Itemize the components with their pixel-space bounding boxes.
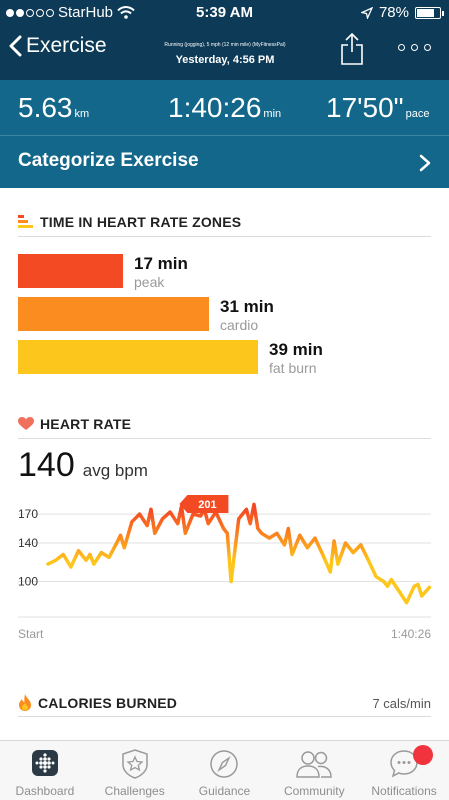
carrier-name: StarHub (58, 4, 114, 21)
zone-name: peak (134, 274, 165, 290)
back-button[interactable]: Exercise (8, 34, 107, 58)
calories-header: CALORIES BURNED (18, 694, 177, 711)
compass-icon (210, 750, 239, 778)
exercise-date: Yesterday, 4:56 PM (175, 54, 275, 66)
avg-heart-rate-label: avg bpm (82, 461, 148, 480)
carrier-indicator: StarHub (6, 4, 135, 21)
challenges-icon (121, 749, 148, 779)
tab-guidance[interactable]: Guidance (180, 741, 270, 800)
zone-name: fat burn (269, 360, 317, 376)
zone-bar-peak (18, 254, 123, 288)
zone-minutes: 31 min (220, 297, 274, 316)
location-arrow-icon (360, 6, 373, 19)
zone-label-peak: 17 min peak (134, 255, 188, 289)
app-header: StarHub 5:39 AM 78% Exercise Running (jo… (0, 0, 449, 80)
tab-challenges-label: Challenges (104, 784, 165, 798)
pace-stat: 17'50" pace (326, 92, 429, 124)
heart-rate-chart[interactable]: 100 140 170 201 (0, 490, 449, 620)
avg-heart-rate-value: 140 (18, 446, 75, 484)
zones-icon (18, 215, 33, 228)
zone-label-fat-burn: 39 min fat burn (269, 341, 323, 375)
battery-icon (415, 6, 444, 19)
heart-rate-line (46, 502, 432, 605)
zones-divider (18, 236, 431, 237)
chart-start-label: Start (18, 627, 44, 641)
categorize-exercise-button[interactable]: Categorize Exercise (18, 150, 199, 171)
y-tick-140: 140 (18, 536, 38, 550)
battery-percent: 78% (378, 4, 409, 21)
nav-title: Running (jogging), 5 mph (12 min mile) (… (145, 42, 305, 66)
tab-community-label: Community (283, 784, 345, 798)
pace-value: 17'50" (326, 92, 404, 123)
tab-community[interactable]: Community (269, 741, 359, 800)
stats-divider (0, 135, 449, 136)
exercise-description: Running (jogging), 5 mph (12 min mile) (… (164, 42, 286, 48)
notification-badge (413, 745, 433, 765)
y-tick-100: 100 (18, 574, 38, 588)
avg-heart-rate: 140 avg bpm (18, 446, 148, 485)
duration-unit: min (263, 108, 282, 120)
zones-header: TIME IN HEART RATE ZONES (18, 214, 241, 230)
distance-unit: km (74, 108, 90, 120)
peak-heart-rate-marker: 201 (179, 495, 229, 513)
dashboard-icon (31, 750, 58, 776)
tab-guidance-label: Guidance (198, 784, 251, 798)
tab-dashboard-label: Dashboard (15, 784, 75, 798)
zone-minutes: 17 min (134, 254, 188, 273)
calories-rate: 7 cals/min (372, 696, 431, 711)
chevron-left-icon (9, 35, 22, 57)
zone-minutes: 39 min (269, 340, 323, 359)
peak-heart-rate-value: 201 (198, 499, 216, 511)
zone-name: cardio (220, 317, 259, 333)
chevron-right-icon[interactable] (419, 154, 431, 172)
y-tick-170: 170 (18, 507, 38, 521)
more-options-icon[interactable] (398, 44, 431, 51)
tab-notifications-label: Notifications (371, 784, 437, 798)
distance-stat: 5.63 km (18, 92, 89, 124)
tab-notifications[interactable]: Notifications (359, 741, 449, 800)
flame-icon (19, 694, 31, 711)
wifi-icon (117, 6, 135, 19)
zone-bar-fat-burn (18, 340, 258, 374)
tab-challenges[interactable]: Challenges (90, 741, 180, 800)
chart-end-label: 1:40:26 (390, 627, 431, 641)
duration-stat: 1:40:26 min (168, 92, 281, 124)
calories-title: CALORIES BURNED (38, 694, 178, 711)
duration-value: 1:40:26 (168, 92, 262, 123)
signal-strength-icon (6, 8, 54, 17)
exercise-summary: 5.63 km 1:40:26 min 17'50" pace Categorize … (0, 80, 449, 188)
share-icon[interactable] (340, 32, 364, 66)
distance-value: 5.63 (18, 92, 73, 123)
navigation-bar: Exercise Running (jogging), 5 mph (12 mi… (0, 24, 449, 80)
tab-dashboard[interactable]: Dashboard (0, 741, 90, 800)
tab-bar: Dashboard Challenges Guidance Community … (0, 740, 449, 800)
community-icon (296, 751, 333, 778)
back-label: Exercise (26, 34, 107, 57)
calories-divider (18, 716, 431, 717)
status-time: 5:39 AM (196, 4, 253, 21)
heart-rate-divider (18, 438, 431, 439)
zone-label-cardio: 31 min cardio (220, 298, 274, 332)
heart-rate-header: HEART RATE (18, 416, 131, 432)
heart-icon (18, 417, 34, 430)
zones-title: TIME IN HEART RATE ZONES (40, 214, 242, 230)
status-bar: StarHub 5:39 AM 78% (0, 0, 449, 24)
heart-rate-title: HEART RATE (40, 416, 132, 432)
zone-bar-cardio (18, 297, 209, 331)
pace-unit: pace (405, 108, 430, 120)
